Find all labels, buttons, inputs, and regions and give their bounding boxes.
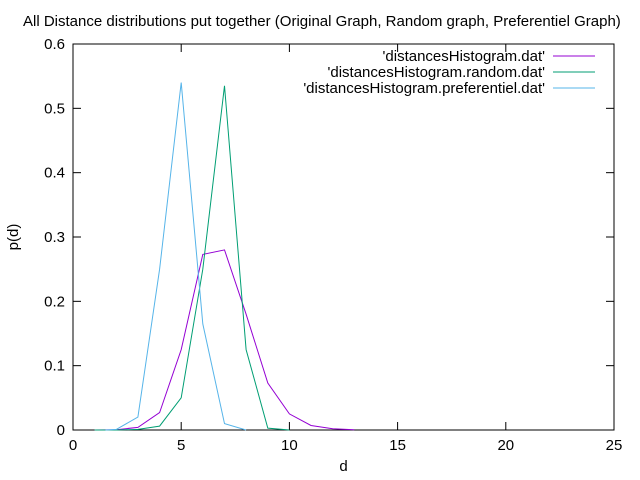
chart-title: All Distance distributions put together … xyxy=(23,13,621,30)
y-axis: 0 0.1 0.2 0.3 0.4 0.5 0.6 xyxy=(44,36,614,439)
legend: 'distancesHistogram.dat''distancesHistog… xyxy=(303,48,595,97)
legend-label: 'distancesHistogram.dat' xyxy=(383,48,546,65)
x-axis: 0 5 10 15 20 25 xyxy=(69,44,623,454)
x-tick-label: 20 xyxy=(497,437,514,454)
series-layer xyxy=(94,82,355,431)
series-line-1 xyxy=(94,249,355,431)
y-tick-label: 0.3 xyxy=(44,229,65,246)
y-tick-label: 0.1 xyxy=(44,358,65,375)
x-tick-label: 15 xyxy=(389,437,406,454)
y-tick-label: 0.4 xyxy=(44,165,65,182)
y-tick-label: 0.2 xyxy=(44,293,65,310)
x-tick-label: 25 xyxy=(606,437,623,454)
x-tick-label: 0 xyxy=(69,437,77,454)
x-tick-label: 10 xyxy=(281,437,298,454)
y-tick-label: 0.6 xyxy=(44,36,65,53)
x-axis-label: d xyxy=(339,458,347,475)
series-line-2 xyxy=(94,85,290,431)
y-tick-label: 0 xyxy=(57,422,65,439)
y-axis-label: p(d) xyxy=(5,224,22,251)
y-tick-label: 0.5 xyxy=(44,100,65,117)
x-tick-label: 5 xyxy=(177,437,185,454)
plot-frame xyxy=(72,43,615,431)
legend-label: 'distancesHistogram.random.dat' xyxy=(328,64,546,81)
legend-label: 'distancesHistogram.preferentiel.dat' xyxy=(303,80,545,97)
series-line-3 xyxy=(105,82,247,431)
